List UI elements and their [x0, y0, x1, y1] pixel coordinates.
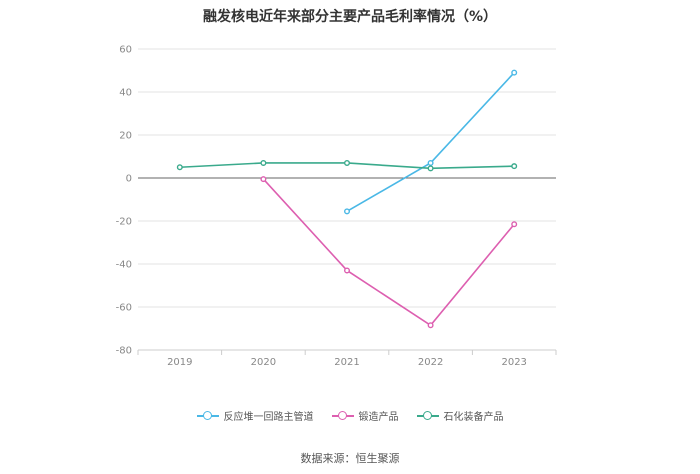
data-point [511, 221, 518, 228]
y-tick-label: 20 [119, 131, 132, 142]
series-line-1 [346, 72, 515, 213]
legend-label: 石化装备产品 [443, 412, 504, 423]
data-point [344, 159, 351, 166]
data-point [260, 176, 267, 183]
y-tick-label: -20 [116, 217, 132, 228]
y-tick-label: 60 [119, 45, 132, 56]
data-point [511, 69, 518, 76]
legend-swatch [331, 410, 354, 421]
chart-title: 融发核电近年来部分主要产品毛利率情况（%） [202, 9, 498, 25]
series-line-2 [262, 178, 515, 327]
data-point [511, 163, 518, 170]
legend-label: 锻造产品 [358, 412, 399, 423]
data-point [176, 164, 183, 171]
data-point [344, 267, 351, 274]
legend-swatch [416, 410, 439, 421]
source-note: 数据来源：恒生聚源 [300, 452, 400, 465]
legend-swatch [196, 410, 219, 421]
legend: 反应堆一回路主管道 锻造产品 石化装备产品 [0, 408, 700, 423]
data-point [427, 165, 434, 172]
data-point [427, 159, 434, 166]
y-tick-label: -60 [116, 303, 132, 314]
legend-item-2[interactable]: 锻造产品 [331, 408, 399, 423]
legend-label: 反应堆一回路主管道 [223, 412, 314, 423]
x-tick-label: 2019 [167, 357, 192, 368]
y-tick-label: 40 [119, 88, 132, 99]
x-tick-label: 2020 [251, 357, 276, 368]
x-tick-label: 2021 [334, 357, 359, 368]
data-point [344, 208, 351, 215]
legend-item-3[interactable]: 石化装备产品 [416, 408, 504, 423]
y-tick-label: -40 [116, 260, 132, 271]
legend-item-1[interactable]: 反应堆一回路主管道 [196, 408, 314, 423]
x-tick-label: 2023 [501, 357, 526, 368]
y-tick-label: -80 [116, 346, 132, 357]
data-point [260, 159, 267, 166]
x-tick-label: 2022 [418, 357, 443, 368]
y-tick-label: 0 [126, 174, 132, 185]
data-point [427, 322, 434, 329]
